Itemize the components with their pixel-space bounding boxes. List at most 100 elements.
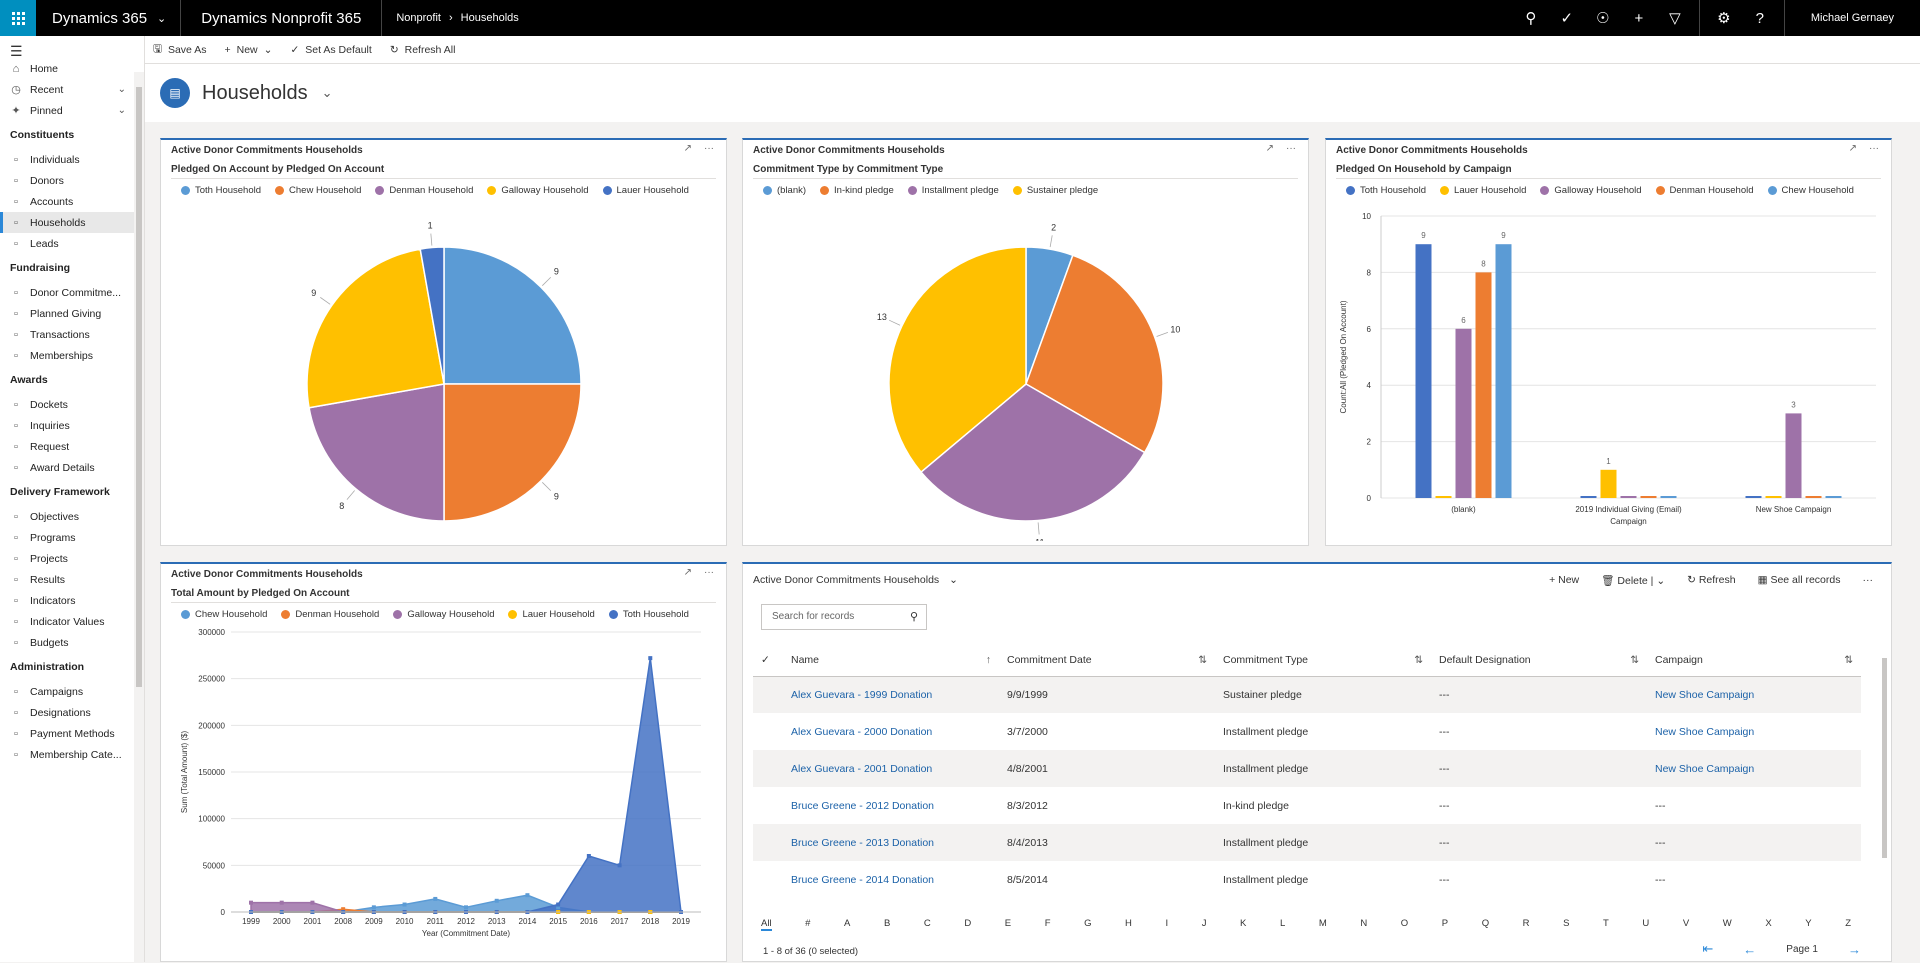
point-toth-household-2016[interactable] [586, 854, 591, 858]
sidebar-item-objectives[interactable]: ▫ Objectives [0, 506, 144, 527]
sidebar-item-donors[interactable]: ▫ Donors [0, 170, 144, 191]
alpha-filter-e[interactable]: E [1004, 918, 1012, 929]
app-launcher-icon[interactable] [0, 0, 36, 36]
cell-campaign[interactable]: New Shoe Campaign [1647, 750, 1861, 787]
legend-item-galloway-household[interactable]: Galloway Household [393, 609, 494, 620]
sidebar-item-transactions[interactable]: ▫ Transactions [0, 324, 144, 345]
chevron-down-icon[interactable]: ⌄ [117, 105, 126, 116]
lightbulb-icon[interactable]: ☉ [1596, 10, 1610, 27]
app-title[interactable]: Dynamics Nonprofit 365 [181, 0, 383, 36]
column-header-commitment-type[interactable]: Commitment Type ⇅ [1215, 644, 1431, 677]
bar-chew-household-new-shoe-campaign[interactable] [1825, 496, 1842, 498]
bar-chew-household-2019-individual-giving-email[interactable] [1660, 496, 1677, 498]
point-chew-household-2010[interactable] [402, 902, 407, 907]
row-select-cell[interactable] [753, 787, 783, 824]
sort-icon[interactable]: ⇅ [1198, 653, 1207, 666]
alpha-filter-l[interactable]: L [1279, 918, 1286, 929]
scrollbar-thumb[interactable] [1882, 658, 1887, 858]
alpha-filter-d[interactable]: D [964, 918, 972, 929]
point-chew-household-2011[interactable] [433, 896, 438, 901]
point-chew-household-2012[interactable] [464, 905, 468, 910]
legend-item-toth-household[interactable]: Toth Household [1346, 185, 1426, 196]
bar-chew-household-blank[interactable] [1495, 244, 1512, 498]
cell-name[interactable]: Alex Guevara - 2000 Donation [791, 725, 933, 738]
alpha-filter-all[interactable]: All [761, 918, 772, 931]
search-icon[interactable]: ⚲ [1525, 10, 1537, 27]
legend-item-toth-household[interactable]: Toth Household [608, 609, 689, 620]
alpha-filter-h[interactable]: H [1125, 918, 1132, 929]
gear-icon[interactable]: ⚙ [1717, 10, 1731, 27]
alpha-filter-b[interactable]: B [883, 918, 891, 929]
alpha-filter-w[interactable]: W [1722, 918, 1732, 929]
row-select-cell[interactable] [753, 824, 783, 861]
cell-name[interactable]: Bruce Greene - 2012 Donation [791, 799, 935, 812]
point-chew-household-2013[interactable] [494, 898, 499, 903]
sidebar-item-pinned[interactable]: ✦ Pinned ⌄ [0, 100, 144, 121]
sidebar-item-programs[interactable]: ▫ Programs [0, 527, 144, 548]
user-name[interactable]: Michael Gernaey [1810, 12, 1894, 24]
legend-item-denman-household[interactable]: Denman Household [375, 185, 473, 196]
sort-icon[interactable]: ⇅ [1414, 653, 1423, 666]
filter-icon[interactable]: ▽ [1669, 10, 1681, 27]
column-header-commitment-date[interactable]: Commitment Date ⇅ [999, 644, 1215, 677]
row-select-cell[interactable] [753, 676, 783, 713]
sidebar-item-dockets[interactable]: ▫ Dockets [0, 394, 144, 415]
sidebar-item-leads[interactable]: ▫ Leads [0, 233, 144, 254]
alpha-filter-f[interactable]: F [1044, 918, 1051, 929]
grid-new-button[interactable]: + New [1549, 574, 1579, 586]
pie-slice-toth-household[interactable] [443, 246, 582, 385]
sidebar-scrollbar[interactable] [134, 72, 144, 962]
scrollbar-thumb[interactable] [136, 87, 142, 687]
sidebar-item-projects[interactable]: ▫ Projects [0, 548, 144, 569]
sidebar-item-donor-commitme[interactable]: ▫ Donor Commitme... [0, 282, 144, 303]
alpha-filter-a[interactable]: A [844, 918, 851, 929]
bar-galloway-household-new-shoe-campaign[interactable] [1785, 413, 1802, 498]
table-row[interactable]: Bruce Greene - 2012 Donation 8/3/2012 In-k… [753, 787, 1861, 824]
more-options-icon[interactable]: ··· [704, 143, 714, 154]
sidebar-item-accounts[interactable]: ▫ Accounts [0, 191, 144, 212]
new-button[interactable]: + New ⌄ [224, 44, 272, 56]
point-chew-household-2015[interactable] [556, 905, 561, 910]
sort-ascending-icon[interactable]: ↑ [985, 653, 991, 666]
alpha-filter-r[interactable]: R [1522, 918, 1530, 929]
row-select-cell[interactable] [753, 861, 783, 898]
sidebar-item-campaigns[interactable]: ▫ Campaigns [0, 681, 144, 702]
plus-icon[interactable]: + [1634, 9, 1644, 27]
sidebar-item-designations[interactable]: ▫ Designations [0, 702, 144, 723]
alpha-filter-t[interactable]: T [1603, 918, 1609, 929]
alpha-filter-j[interactable]: J [1201, 918, 1207, 929]
legend-item-chew-household[interactable]: Chew Household [275, 185, 361, 196]
next-page-icon[interactable]: → [1848, 941, 1861, 957]
point-galloway-household-2000[interactable] [279, 900, 284, 905]
point-toth-household-2018[interactable] [648, 656, 653, 661]
grid-refresh-button[interactable]: ↻ Refresh [1687, 574, 1735, 586]
legend-item-denman-household[interactable]: Denman Household [1655, 185, 1754, 196]
alpha-filter-o[interactable]: O [1400, 918, 1409, 929]
more-options-icon[interactable]: ··· [1286, 143, 1296, 154]
alpha-filter-k[interactable]: K [1240, 918, 1247, 929]
app-switcher[interactable]: Dynamics 365 ⌄ [36, 0, 182, 36]
sort-icon[interactable]: ⇅ [1630, 653, 1639, 666]
previous-page-icon[interactable]: ← [1743, 941, 1757, 957]
bar-galloway-household-blank[interactable] [1455, 328, 1472, 498]
row-select-cell[interactable] [753, 713, 783, 750]
chevron-down-icon[interactable]: ⌄ [117, 84, 126, 95]
select-all-checkbox[interactable]: ✓ [753, 644, 783, 677]
grid-scrollbar[interactable] [1879, 644, 1889, 904]
sidebar-item-award-details[interactable]: ▫ Award Details [0, 457, 144, 478]
refresh-all-button[interactable]: ↻ Refresh All [390, 44, 456, 56]
column-header-default-designation[interactable]: Default Designation ⇅ [1431, 644, 1647, 677]
legend-item-lauer-household[interactable]: Lauer Household [602, 185, 689, 196]
help-icon[interactable]: ? [1755, 9, 1765, 27]
point-chew-household-2014[interactable] [525, 893, 530, 898]
point-chew-household-2009[interactable] [371, 905, 376, 910]
point-toth-household-2015[interactable] [556, 902, 561, 907]
bar-toth-household-2019-individual-giving-email[interactable] [1580, 496, 1597, 498]
more-options-icon[interactable]: ··· [704, 567, 714, 578]
grid-delete-button[interactable]: 🗑 Delete | ⌄ [1601, 574, 1665, 587]
alpha-filter-number[interactable]: # [805, 918, 811, 929]
sidebar-item-home[interactable]: ⌂ Home [0, 58, 144, 79]
legend-item-in-kind-pledge[interactable]: In-kind pledge [820, 185, 894, 196]
sidebar-item-inquiries[interactable]: ▫ Inquiries [0, 415, 144, 436]
cell-name[interactable]: Bruce Greene - 2013 Donation [783, 824, 999, 861]
